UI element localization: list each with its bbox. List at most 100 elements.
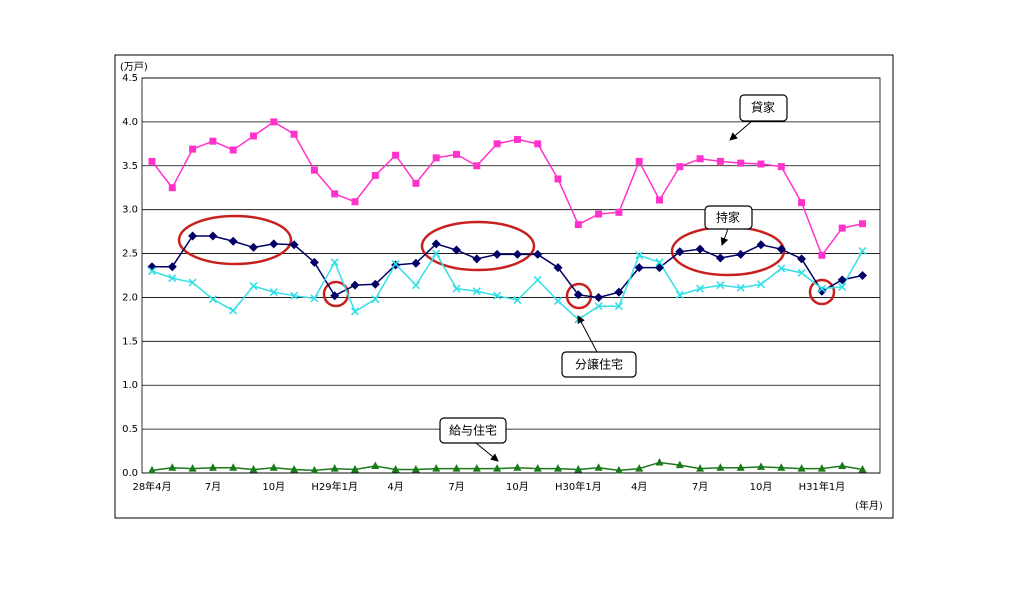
data-point [776, 244, 786, 254]
data-point [208, 231, 218, 241]
callout-label: 給与住宅 [449, 423, 497, 438]
series-line [151, 461, 863, 472]
y-tick-label: 2.5 [122, 249, 138, 260]
data-point [756, 280, 766, 289]
data-point [716, 463, 725, 471]
data-point [777, 264, 786, 273]
data-point [493, 140, 501, 148]
data-point [837, 275, 847, 285]
data-point [189, 145, 197, 153]
callout-label: 貸家 [751, 100, 775, 115]
y-tick-label: 0.5 [122, 424, 138, 435]
x-tick-label: 4月 [631, 481, 647, 493]
data-point [249, 242, 258, 252]
data-point [554, 175, 562, 183]
data-point [229, 306, 238, 315]
data-point [676, 163, 684, 171]
data-point [147, 267, 157, 276]
data-point [309, 257, 319, 267]
data-point [635, 251, 644, 260]
data-point [432, 249, 441, 258]
data-point [534, 140, 542, 148]
data-point [614, 287, 624, 297]
y-tick-label: 4.5 [122, 73, 138, 84]
data-point [188, 278, 197, 287]
y-tick-label: 4.0 [122, 117, 138, 128]
data-point [431, 239, 441, 249]
data-point [371, 171, 379, 179]
x-tick-label: 7月 [448, 481, 464, 493]
data-point [392, 151, 400, 159]
data-point [330, 258, 339, 267]
data-point [208, 463, 217, 471]
data-point [553, 263, 563, 273]
data-point [290, 291, 299, 300]
data-point [209, 137, 217, 145]
data-point [696, 464, 705, 472]
data-point [553, 296, 563, 306]
data-point [858, 246, 867, 255]
data-point [696, 284, 705, 293]
data-point [269, 288, 278, 297]
data-point [797, 464, 806, 472]
data-point [472, 254, 482, 264]
data-point [350, 307, 360, 316]
data-point [615, 208, 623, 216]
data-point [777, 163, 785, 171]
data-point [817, 464, 826, 472]
data-point [289, 240, 299, 250]
data-point [310, 294, 319, 303]
data-point [594, 302, 603, 311]
data-point [493, 291, 502, 300]
data-point [228, 236, 238, 246]
data-point [167, 262, 177, 272]
data-point [148, 465, 156, 474]
y-tick-label: 1.0 [122, 380, 138, 391]
data-point [269, 239, 279, 249]
data-point [716, 281, 725, 290]
callout-box [439, 417, 507, 444]
x-tick-label: 4月 [387, 481, 403, 493]
data-point [270, 118, 278, 126]
data-point [513, 296, 522, 305]
data-point [797, 268, 806, 277]
data-point [452, 464, 461, 472]
data-point [756, 240, 766, 250]
x-tick-label: 28年4月 [132, 480, 171, 493]
data-point [452, 284, 461, 293]
data-point [269, 463, 278, 471]
data-point [757, 160, 765, 168]
data-point [331, 190, 339, 198]
data-point [736, 463, 745, 471]
data-point [250, 132, 257, 140]
data-point [736, 249, 746, 259]
data-point [777, 463, 786, 471]
data-point [635, 464, 644, 472]
data-point [838, 282, 847, 291]
data-point [675, 290, 684, 299]
data-point [574, 464, 583, 473]
y-unit: (万戸) [120, 61, 148, 73]
callout-label: 持家 [716, 210, 740, 225]
callout-box [739, 94, 788, 122]
data-point [168, 274, 177, 283]
data-point [330, 291, 340, 301]
data-point [858, 271, 867, 280]
data-point [391, 260, 400, 269]
data-point [351, 464, 359, 473]
y-tick-label: 0.0 [122, 468, 138, 479]
data-point [492, 249, 502, 259]
data-point [452, 245, 461, 255]
x-tick-label: H30年1月 [555, 480, 602, 493]
data-point [798, 199, 806, 207]
data-point [655, 457, 664, 466]
data-point [859, 220, 866, 228]
data-point [371, 295, 380, 304]
data-point [574, 221, 582, 229]
data-point [736, 283, 745, 292]
data-point [614, 302, 623, 311]
data-point [635, 157, 643, 165]
data-point [675, 460, 684, 469]
data-point [594, 463, 603, 471]
